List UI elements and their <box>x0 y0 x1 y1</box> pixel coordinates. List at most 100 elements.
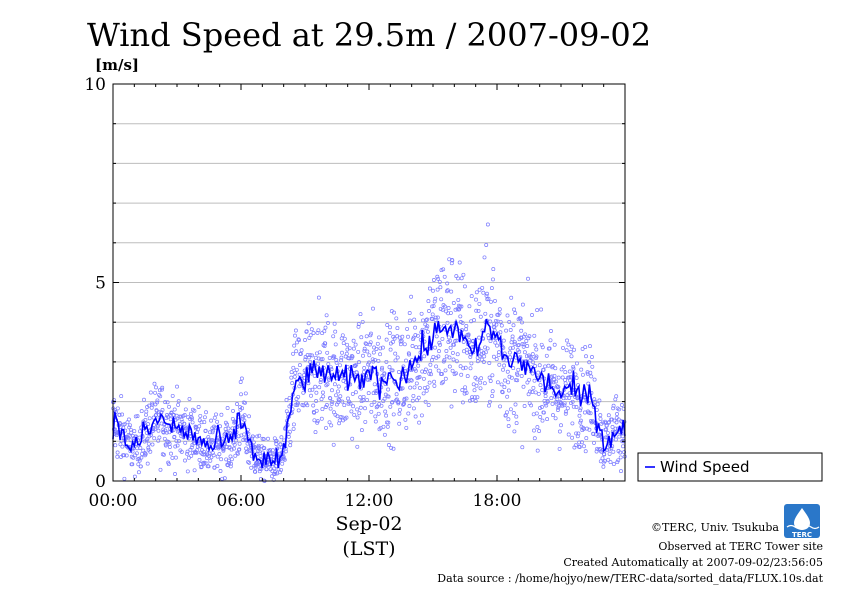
scatter-point <box>182 421 187 426</box>
scatter-point <box>291 422 296 427</box>
scatter-point <box>509 295 514 300</box>
scatter-point <box>392 336 397 341</box>
scatter-point <box>356 349 361 354</box>
scatter-point <box>222 476 227 481</box>
scatter-point <box>500 390 505 395</box>
scatter-point <box>505 410 509 415</box>
scatter-point <box>358 312 363 317</box>
scatter-point <box>413 368 418 373</box>
scatter-point <box>388 325 392 330</box>
scatter-point <box>532 436 537 441</box>
scatter-point <box>361 353 365 358</box>
scatter-point <box>588 370 593 375</box>
credit-source: Data source : /home/hojyo/new/TERC-data/… <box>437 572 823 585</box>
scatter-point <box>316 328 321 333</box>
scatter-point <box>324 403 329 407</box>
scatter-point <box>293 328 298 333</box>
logo-droplet-icon <box>794 508 810 530</box>
scatter-point <box>306 321 311 326</box>
scatter-point <box>436 368 441 373</box>
scatter-point <box>289 370 294 375</box>
scatter-point <box>458 314 463 319</box>
scatter-point <box>367 353 372 358</box>
scatter-point <box>325 382 330 387</box>
scatter-point <box>167 404 171 409</box>
scatter-point <box>172 434 177 439</box>
scatter-point <box>553 416 558 421</box>
scatter-point <box>538 383 543 388</box>
scatter-point <box>361 369 366 374</box>
scatter-point <box>309 327 314 332</box>
scatter-point <box>589 420 594 425</box>
x-axis-date-label: Sep-02 <box>335 513 402 535</box>
scatter-point <box>185 449 190 454</box>
scatter-point <box>278 470 282 475</box>
scatter-point <box>433 345 437 350</box>
scatter-point <box>563 370 568 375</box>
scatter-point <box>131 455 136 460</box>
scatter-point <box>487 403 491 408</box>
scatter-point <box>557 429 562 434</box>
scatter-point <box>175 416 180 421</box>
scatter-point <box>404 425 409 430</box>
scatter-point <box>384 337 389 342</box>
scatter-point <box>219 457 224 462</box>
scatter-point <box>390 400 395 405</box>
scatter-point <box>329 367 334 372</box>
scatter-point <box>282 457 287 462</box>
scatter-point <box>165 400 170 405</box>
scatter-point <box>477 301 482 306</box>
scatter-point <box>556 375 561 380</box>
scatter-point <box>570 399 575 404</box>
scatter-point <box>498 404 503 409</box>
scatter-point <box>597 432 602 437</box>
scatter-point <box>436 354 441 359</box>
scatter-point <box>567 395 572 400</box>
scatter-point <box>327 420 332 425</box>
scatter-point <box>469 294 474 299</box>
scatter-point <box>146 441 151 446</box>
scatter-point <box>536 391 541 396</box>
scatter-point <box>235 402 239 406</box>
scatter-point <box>513 378 518 383</box>
scatter-point <box>388 347 393 352</box>
scatter-point <box>349 353 354 358</box>
scatter-point <box>261 437 266 442</box>
scatter-point <box>417 420 422 425</box>
scatter-point <box>487 361 492 365</box>
scatter-point <box>521 384 526 389</box>
scatter-point <box>413 325 418 330</box>
scatter-point <box>427 309 431 313</box>
scatter-point <box>294 349 299 354</box>
scatter-point <box>326 376 331 381</box>
scatter-point <box>586 410 591 415</box>
scatter-point <box>410 357 414 362</box>
axis-ticks: 0 5 10 00:00 06:00 12:00 18:00 <box>84 75 626 511</box>
scatter-point <box>441 267 446 272</box>
scatter-point <box>246 459 251 464</box>
scatter-point <box>534 347 539 352</box>
scatter-point <box>334 358 339 363</box>
scatter-point <box>602 459 607 464</box>
scatter-point <box>461 339 466 344</box>
scatter-point <box>238 380 243 384</box>
scatter-point <box>465 374 470 379</box>
scatter-point <box>379 403 384 408</box>
scatter-point <box>310 387 315 392</box>
x-tick-label: 12:00 <box>345 491 394 511</box>
scatter-point <box>291 351 296 356</box>
scatter-point <box>604 423 609 428</box>
scatter-point <box>533 343 538 348</box>
scatter-point <box>398 407 402 412</box>
scatter-point <box>318 380 323 385</box>
scatter-point <box>446 306 451 310</box>
scatter-point <box>160 408 165 412</box>
scatter-point <box>528 389 532 394</box>
scatter-point <box>539 405 544 409</box>
scatter-point <box>338 415 343 419</box>
scatter-point <box>431 304 436 308</box>
scatter-point <box>452 389 457 394</box>
scatter-point <box>468 398 472 403</box>
scatter-point <box>152 436 157 441</box>
scatter-point <box>618 450 623 455</box>
